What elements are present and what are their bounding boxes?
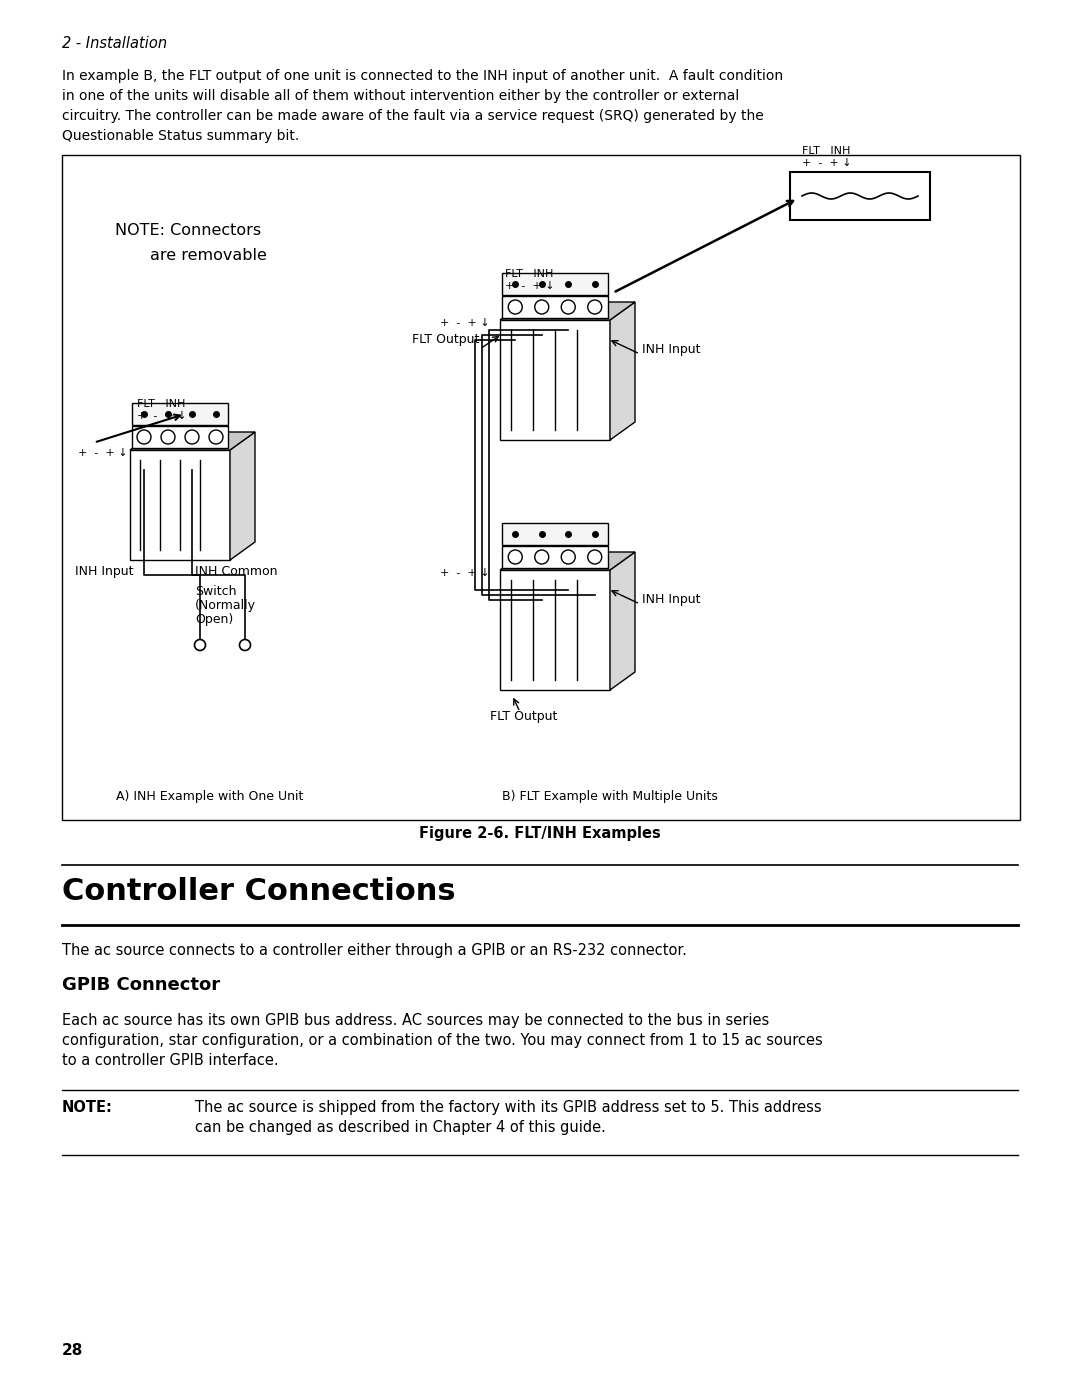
- Text: A) INH Example with One Unit: A) INH Example with One Unit: [117, 789, 303, 803]
- Bar: [500, 320, 610, 440]
- Circle shape: [562, 300, 576, 314]
- Text: NOTE: Connectors: NOTE: Connectors: [114, 224, 261, 237]
- Circle shape: [210, 430, 222, 444]
- Bar: [500, 570, 610, 690]
- Text: Figure 2-6. FLT/INH Examples: Figure 2-6. FLT/INH Examples: [419, 826, 661, 841]
- Text: INH Input: INH Input: [642, 592, 701, 606]
- Text: in one of the units will disable all of them without intervention either by the : in one of the units will disable all of …: [62, 89, 739, 103]
- Text: INH Input: INH Input: [75, 564, 134, 578]
- Bar: [132, 426, 228, 448]
- Text: NOTE:: NOTE:: [62, 1099, 113, 1115]
- Text: are removable: are removable: [150, 249, 267, 263]
- Text: INH Input: INH Input: [642, 344, 701, 356]
- Circle shape: [137, 430, 151, 444]
- Text: +  -  + ↓: + - + ↓: [505, 281, 555, 291]
- Circle shape: [509, 550, 523, 564]
- Text: +  -  + ↓: + - + ↓: [440, 569, 489, 578]
- Text: Open): Open): [195, 613, 233, 626]
- Text: In example B, the FLT output of one unit is connected to the INH input of anothe: In example B, the FLT output of one unit…: [62, 68, 783, 82]
- Text: to a controller GPIB interface.: to a controller GPIB interface.: [62, 1053, 279, 1067]
- Text: +  -  + ↓: + - + ↓: [802, 158, 852, 168]
- Polygon shape: [230, 432, 255, 560]
- Circle shape: [161, 430, 175, 444]
- Polygon shape: [500, 552, 635, 570]
- Text: GPIB Connector: GPIB Connector: [62, 977, 220, 995]
- Text: Questionable Status summary bit.: Questionable Status summary bit.: [62, 129, 299, 142]
- Circle shape: [588, 550, 602, 564]
- Circle shape: [535, 300, 549, 314]
- Text: FLT Output: FLT Output: [490, 710, 557, 724]
- Bar: [502, 546, 608, 569]
- Circle shape: [194, 640, 205, 651]
- Bar: [132, 402, 228, 425]
- Bar: [789, 172, 930, 219]
- Circle shape: [185, 430, 199, 444]
- Polygon shape: [500, 302, 635, 320]
- Text: configuration, star configuration, or a combination of the two. You may connect : configuration, star configuration, or a …: [62, 1032, 823, 1048]
- Text: FLT   INH: FLT INH: [137, 400, 186, 409]
- Circle shape: [588, 300, 602, 314]
- Text: Controller Connections: Controller Connections: [62, 877, 456, 907]
- Text: FLT Output: FLT Output: [411, 332, 480, 346]
- Text: +  -  + ↓: + - + ↓: [137, 411, 187, 420]
- Text: FLT   INH: FLT INH: [802, 147, 850, 156]
- Circle shape: [562, 550, 576, 564]
- Circle shape: [509, 300, 523, 314]
- Text: (Normally: (Normally: [195, 599, 256, 612]
- Polygon shape: [130, 432, 255, 450]
- Polygon shape: [610, 552, 635, 690]
- Bar: [502, 272, 608, 295]
- Bar: [62, 155, 1020, 820]
- Bar: [502, 522, 608, 545]
- Circle shape: [240, 640, 251, 651]
- Text: 28: 28: [62, 1343, 83, 1358]
- Bar: [502, 296, 608, 319]
- Text: can be changed as described in Chapter 4 of this guide.: can be changed as described in Chapter 4…: [195, 1120, 606, 1134]
- Text: circuitry. The controller can be made aware of the fault via a service request (: circuitry. The controller can be made aw…: [62, 109, 764, 123]
- Circle shape: [535, 550, 549, 564]
- Bar: [130, 450, 230, 560]
- Text: +  -  + ↓: + - + ↓: [440, 319, 489, 328]
- Text: 2 - Installation: 2 - Installation: [62, 36, 167, 52]
- Text: Switch: Switch: [195, 585, 237, 598]
- Polygon shape: [610, 302, 635, 440]
- Text: B) FLT Example with Multiple Units: B) FLT Example with Multiple Units: [502, 789, 718, 803]
- Text: The ac source connects to a controller either through a GPIB or an RS-232 connec: The ac source connects to a controller e…: [62, 943, 687, 958]
- Text: FLT   INH: FLT INH: [505, 270, 553, 279]
- Text: INH Common: INH Common: [195, 564, 278, 578]
- Text: Each ac source has its own GPIB bus address. AC sources may be connected to the : Each ac source has its own GPIB bus addr…: [62, 1013, 769, 1028]
- Text: +  -  + ↓: + - + ↓: [78, 448, 127, 458]
- Text: The ac source is shipped from the factory with its GPIB address set to 5. This a: The ac source is shipped from the factor…: [195, 1099, 822, 1115]
